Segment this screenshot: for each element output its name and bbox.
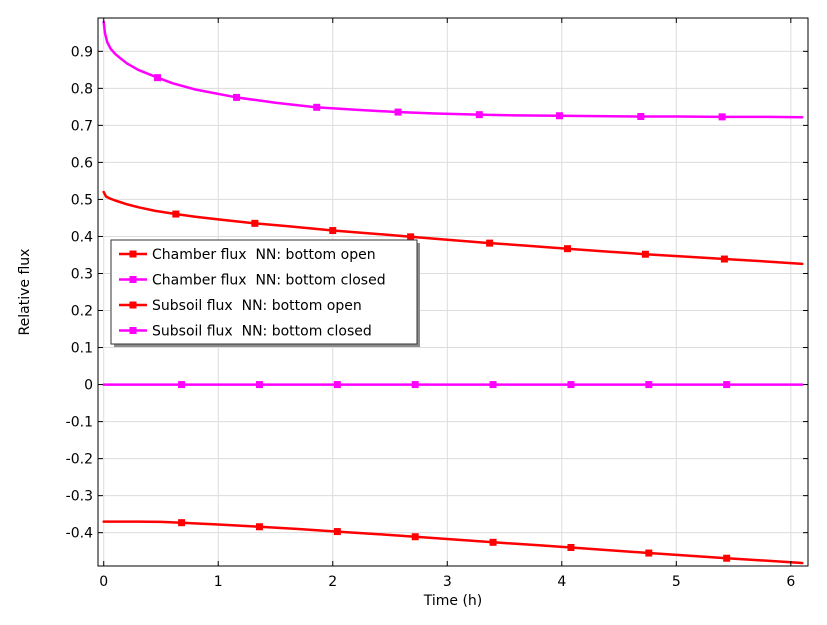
y-tick-label: 0.1 <box>71 341 93 357</box>
y-tick-label: 0.3 <box>71 266 93 282</box>
series-line-3 <box>102 520 804 565</box>
series-marker-3 <box>645 549 653 557</box>
legend-label-4: Subsoil flux NN: bottom closed <box>152 324 372 340</box>
y-tick-label: -0.2 <box>66 452 93 468</box>
series-marker-1 <box>329 227 337 235</box>
series-marker-4 <box>411 381 419 389</box>
y-axis-title: Relative flux <box>17 249 33 336</box>
series-marker-1 <box>251 219 259 227</box>
series-marker-2 <box>637 112 645 120</box>
y-tick-label: -0.3 <box>66 489 93 505</box>
series-marker-1 <box>486 239 494 247</box>
series-line-2 <box>102 20 804 119</box>
series-marker-4 <box>489 381 497 389</box>
series-marker-4 <box>255 381 263 389</box>
y-tick-label: 0 <box>84 378 93 394</box>
x-axis-title: Time (h) <box>423 593 483 609</box>
series-marker-2 <box>475 111 483 119</box>
series-marker-4 <box>333 381 341 389</box>
series-marker-1 <box>720 255 728 263</box>
series-marker-3 <box>333 528 341 536</box>
legend-label-1: Chamber flux NN: bottom open <box>152 247 376 263</box>
x-tick-label: 4 <box>557 574 566 590</box>
legend: Chamber flux NN: bottom open Chamber flux… <box>110 239 420 347</box>
series-marker-1 <box>564 245 572 253</box>
x-tick-label: 6 <box>786 574 795 590</box>
series-marker-2 <box>233 93 241 101</box>
x-tick-label: 1 <box>214 574 223 590</box>
series-marker-4 <box>645 381 653 389</box>
series-marker-2 <box>154 74 162 82</box>
x-tick-label: 0 <box>99 574 108 590</box>
legend-label-3: Subsoil flux NN: bottom open <box>152 298 362 314</box>
x-tick-label: 3 <box>443 574 452 590</box>
legend-marker-2 <box>129 276 137 283</box>
y-tick-label: 0.5 <box>71 192 93 208</box>
series-marker-3 <box>489 538 497 546</box>
legend-marker-4 <box>129 327 137 334</box>
series-marker-2 <box>556 112 563 120</box>
plot-frame <box>97 17 809 567</box>
x-tick-label: 2 <box>328 574 337 590</box>
series-marker-2 <box>313 103 321 111</box>
series-marker-3 <box>567 543 575 551</box>
y-tick-label: 0.2 <box>71 304 93 320</box>
x-tick-label: 5 <box>672 574 681 590</box>
series-marker-4 <box>178 381 186 389</box>
legend-box <box>110 239 418 345</box>
series-marker-2 <box>718 113 726 121</box>
y-tick-label: 0.9 <box>71 44 93 60</box>
series-marker-3 <box>178 519 186 527</box>
y-tick-label: 0.4 <box>71 229 93 245</box>
series-marker-3 <box>723 554 731 562</box>
series-marker-2 <box>394 108 402 116</box>
legend-marker-3 <box>129 301 137 309</box>
series-marker-4 <box>567 381 575 389</box>
series-marker-1 <box>172 210 180 218</box>
axis-ticks: 0 1 2 3 4 5 6 0.9 0.8 0.7 0.6 0.5 0.4 0.3 0.2 0.1 0 -0.1 -… <box>66 18 808 590</box>
series-marker-3 <box>255 523 263 531</box>
y-tick-label: -0.4 <box>66 526 93 542</box>
y-tick-label: 0.8 <box>71 81 93 97</box>
legend-marker-1 <box>129 250 137 258</box>
y-tick-label: -0.1 <box>66 415 93 431</box>
y-tick-label: 0.6 <box>71 155 93 171</box>
series-markers <box>154 74 731 562</box>
series-marker-4 <box>723 381 731 389</box>
legend-label-2: Chamber flux NN: bottom closed <box>152 273 386 289</box>
y-tick-label: 0.7 <box>71 118 93 134</box>
series-marker-3 <box>411 533 419 541</box>
series-marker-1 <box>641 250 649 258</box>
series-marker-1 <box>407 233 415 241</box>
